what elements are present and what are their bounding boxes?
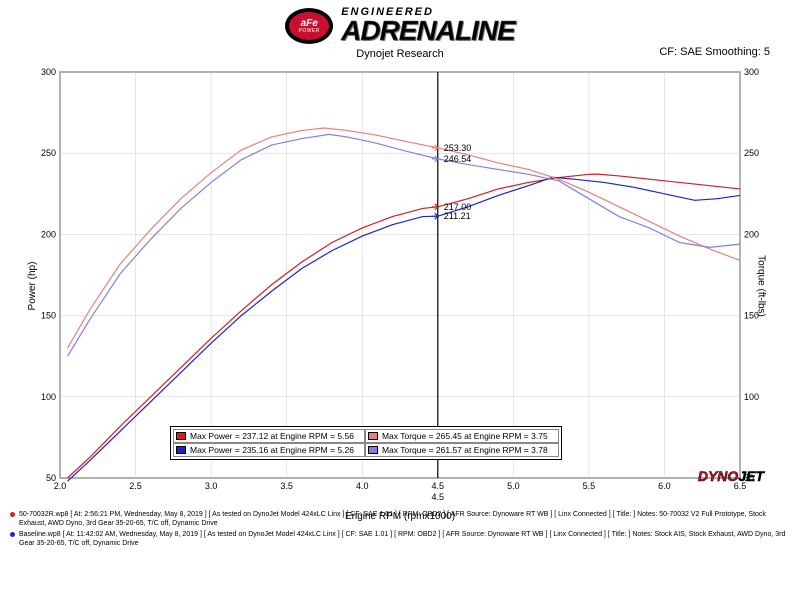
subtitle-row: Dynojet Research CF: SAE Smoothing: 5 — [0, 46, 800, 62]
legend-text: Max Power = 235.16 at Engine RPM = 5.26 — [190, 445, 354, 455]
svg-text:3.5: 3.5 — [280, 481, 293, 491]
legend-swatch — [368, 432, 378, 440]
svg-text:250: 250 — [41, 148, 56, 158]
svg-text:6.0: 6.0 — [658, 481, 671, 491]
svg-text:4.0: 4.0 — [356, 481, 369, 491]
svg-text:100: 100 — [41, 392, 56, 402]
legend-box: Max Power = 237.12 at Engine RPM = 5.56 M… — [170, 426, 562, 460]
footer-dot-icon — [10, 532, 15, 537]
legend-item: Max Power = 237.12 at Engine RPM = 5.56 — [173, 429, 365, 443]
svg-text:250: 250 — [744, 148, 759, 158]
legend-swatch — [368, 446, 378, 454]
svg-text:211.21: 211.21 — [444, 211, 471, 221]
chart-area: Power (hp) Torque (ft-lbs) Engine RPM (r… — [30, 66, 770, 506]
svg-text:4.5: 4.5 — [432, 492, 445, 502]
legend-item: Max Torque = 265.45 at Engine RPM = 3.75 — [365, 429, 559, 443]
y-right-axis-label: Torque (ft-lbs) — [756, 255, 767, 317]
svg-text:300: 300 — [744, 67, 759, 77]
legend-text: Max Torque = 265.45 at Engine RPM = 3.75 — [382, 431, 548, 441]
svg-text:3.0: 3.0 — [205, 481, 218, 491]
footer-text: Baseline.wp8 [ At: 11:42:02 AM, Wednesda… — [19, 530, 790, 548]
chart-subtitle: Dynojet Research — [356, 48, 443, 60]
svg-text:253.30: 253.30 — [444, 143, 472, 153]
svg-text:4.5: 4.5 — [432, 481, 445, 491]
x-axis-label: Engine RPM (rpmx1000) — [345, 511, 455, 522]
dynojet-logo: DYNOJET — [698, 468, 764, 484]
legend-swatch — [176, 432, 186, 440]
legend-item: Max Torque = 261.57 at Engine RPM = 3.78 — [365, 443, 559, 457]
cf-label: CF: SAE Smoothing: 5 — [659, 46, 770, 58]
afe-logo-text: aFe — [301, 19, 318, 29]
adrenaline-label: ADRENALINE — [341, 18, 515, 43]
svg-text:2.5: 2.5 — [129, 481, 142, 491]
legend-swatch — [176, 446, 186, 454]
legend-text: Max Power = 237.12 at Engine RPM = 5.56 — [190, 431, 354, 441]
brand-header: aFe POWER ENGINEERED ADRENALINE — [0, 0, 800, 46]
svg-text:200: 200 — [744, 229, 759, 239]
dyno-logo-part2: JET — [738, 468, 764, 484]
svg-text:300: 300 — [41, 67, 56, 77]
svg-text:150: 150 — [41, 311, 56, 321]
afe-logo: aFe POWER — [285, 8, 333, 44]
svg-text:5.5: 5.5 — [583, 481, 596, 491]
legend-text: Max Torque = 261.57 at Engine RPM = 3.78 — [382, 445, 548, 455]
svg-text:200: 200 — [41, 229, 56, 239]
svg-text:246.54: 246.54 — [444, 154, 472, 164]
dyno-logo-part1: DYNO — [698, 468, 738, 484]
svg-text:5.0: 5.0 — [507, 481, 520, 491]
footer-row: Baseline.wp8 [ At: 11:42:02 AM, Wednesda… — [10, 530, 790, 548]
afe-logo-sub: POWER — [299, 29, 320, 34]
svg-text:50: 50 — [46, 473, 56, 483]
legend-item: Max Power = 235.16 at Engine RPM = 5.26 — [173, 443, 365, 457]
y-left-axis-label: Power (hp) — [27, 262, 38, 311]
svg-text:100: 100 — [744, 392, 759, 402]
footer-dot-icon — [10, 512, 15, 517]
